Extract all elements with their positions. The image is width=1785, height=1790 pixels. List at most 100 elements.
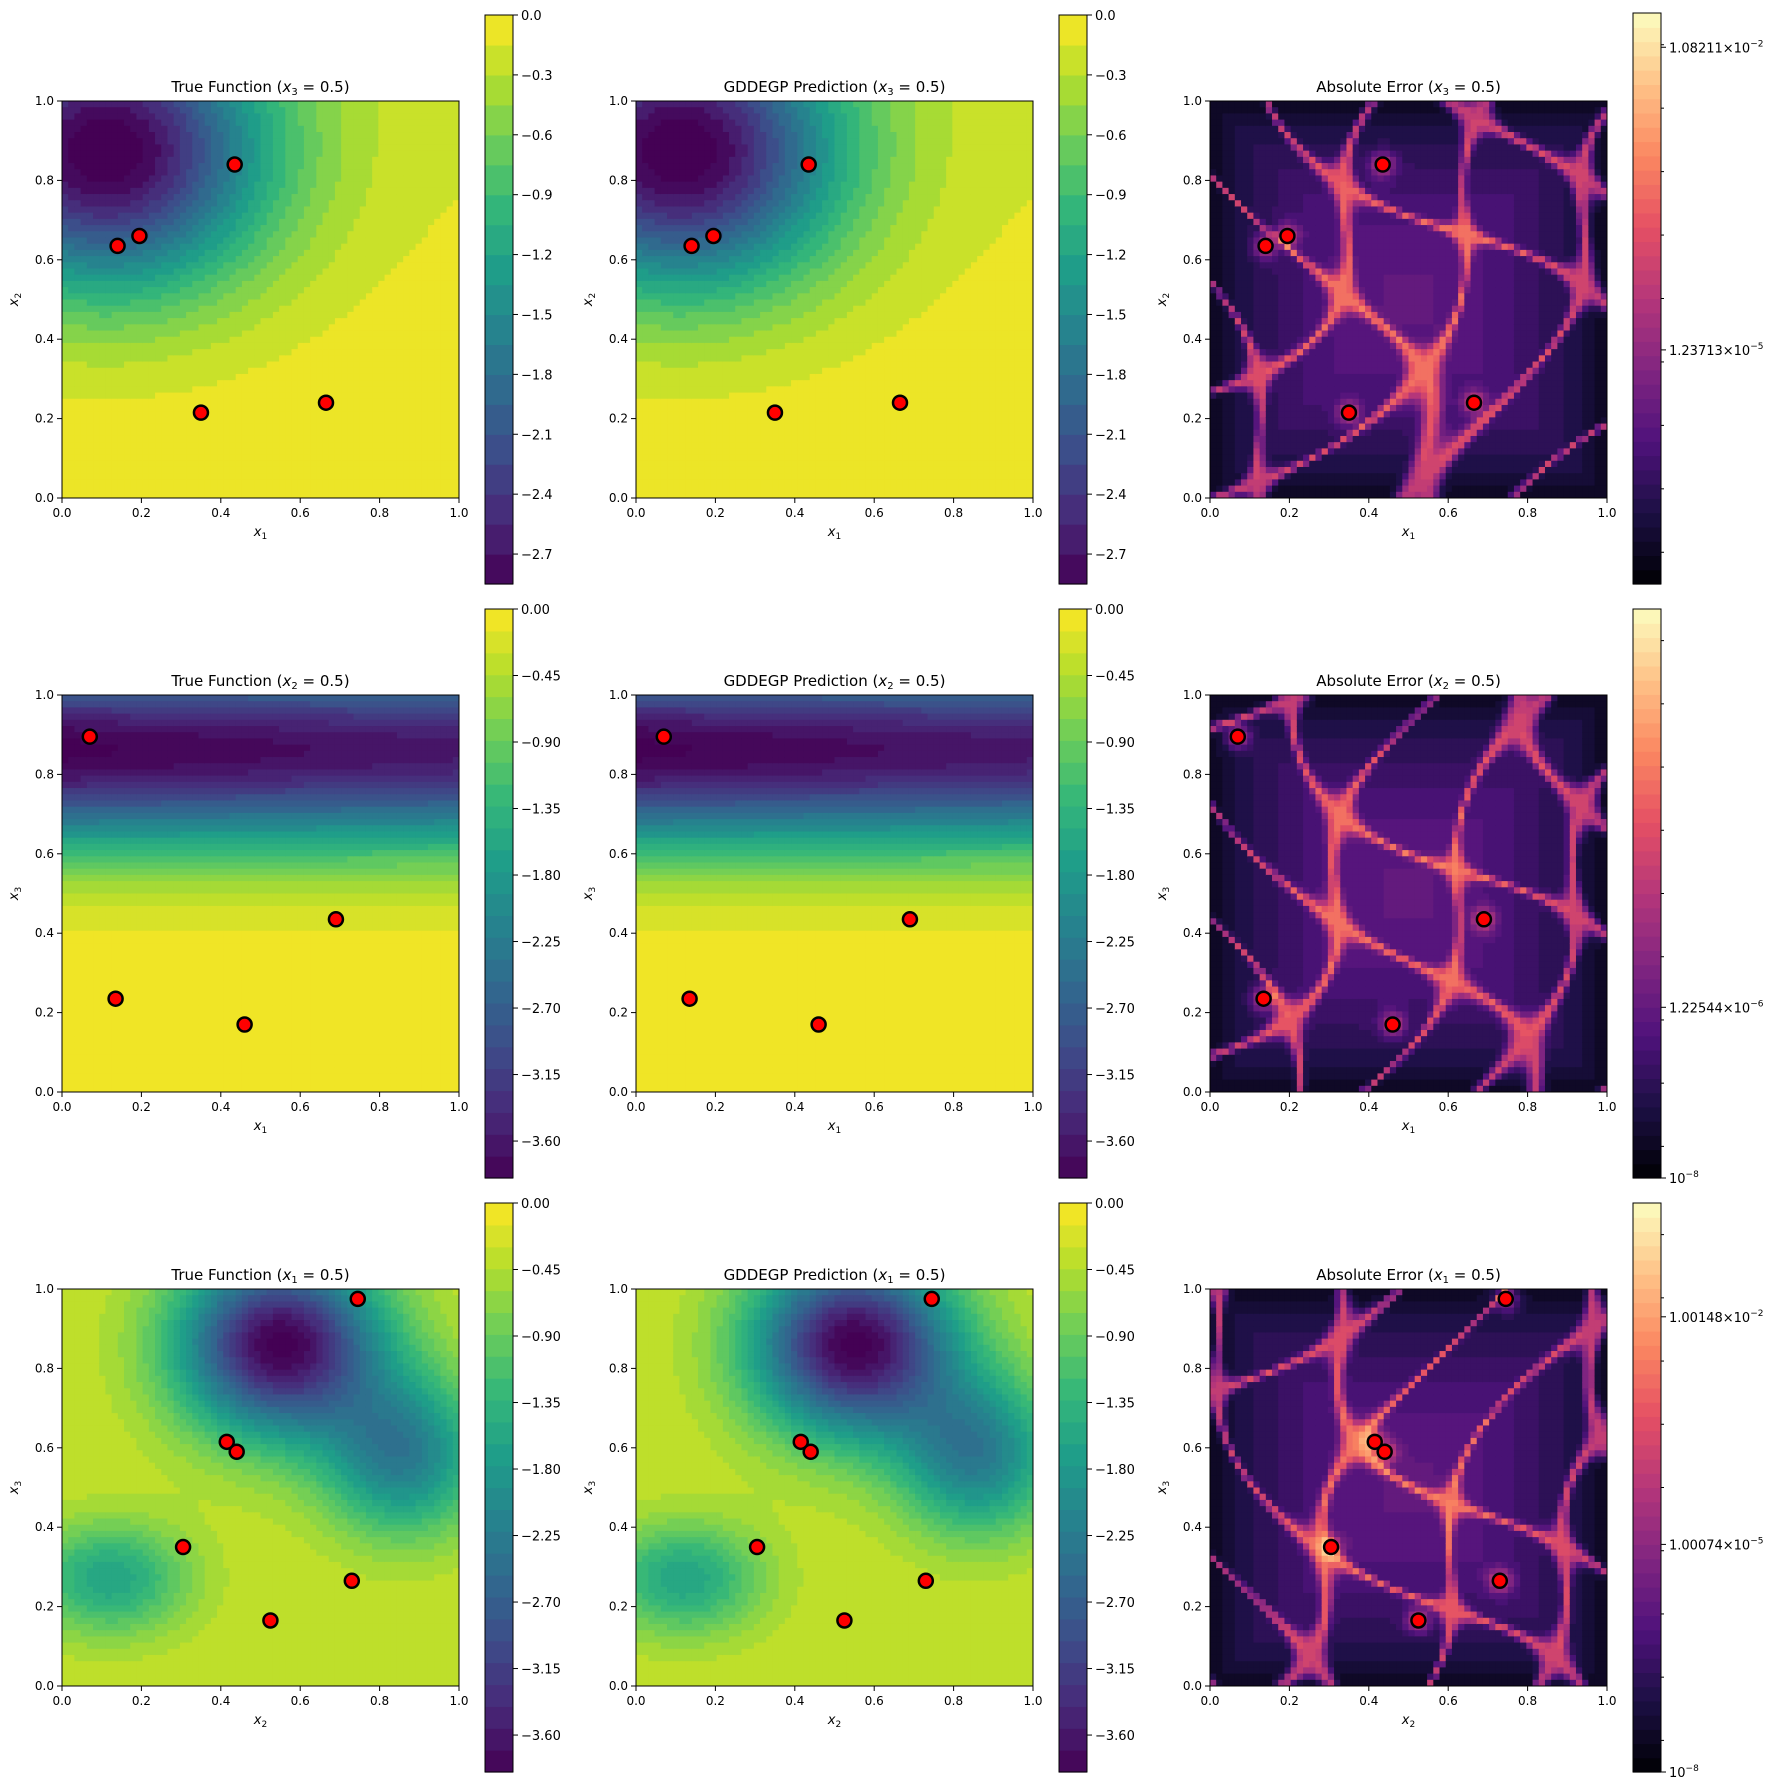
x-tick-label: 0.0 (52, 506, 71, 520)
sample-point (107, 990, 124, 1007)
x-tick-label: 0.2 (706, 1694, 725, 1708)
sample-point (766, 404, 784, 421)
colorbar-tick-label: −2.25 (1095, 1530, 1135, 1545)
y-tick-label: 0.2 (609, 1006, 628, 1020)
colorbar-tick-label: 0.00 (521, 1197, 550, 1212)
y-tick-label: 0.6 (609, 253, 628, 267)
sample-point (317, 394, 335, 411)
colorbar-tick-label: 1.22544×10−6 (1669, 999, 1764, 1016)
y-tick-label: 0.0 (35, 491, 54, 505)
colorbar-tick-label: −0.90 (521, 736, 561, 751)
sample-point (218, 1433, 236, 1451)
sample-point (1497, 1290, 1515, 1308)
colorbar-tick-label: −2.70 (1095, 1596, 1135, 1611)
x-tick-label: 1.0 (449, 1694, 468, 1708)
x-tick-label: 1.0 (1023, 1100, 1042, 1114)
y-tick-label: 0.6 (1183, 1441, 1202, 1455)
y-tick-label: 0.0 (609, 491, 628, 505)
colorbar-tick-label: −1.80 (521, 1463, 561, 1478)
x-tick-label: 0.4 (1359, 1694, 1378, 1708)
x-tick-label: 0.4 (1359, 506, 1378, 520)
colorbar-tick-label: −1.35 (1095, 1397, 1135, 1412)
x-tick-label: 0.6 (1439, 1694, 1458, 1708)
x-axis-label: x2 (253, 1713, 267, 1730)
y-tick-label: 0.0 (609, 1679, 628, 1693)
colorbar-tick-label: −1.8 (1095, 368, 1127, 383)
y-tick-label: 0.4 (1183, 926, 1202, 940)
subplot-title: Absolute Error (x3 = 0.5) (1316, 78, 1501, 98)
y-tick-label: 1.0 (35, 94, 54, 108)
sample-point (655, 728, 673, 745)
colorbar-tick-label: −0.45 (1095, 670, 1135, 685)
y-axis-label: x3 (581, 887, 598, 901)
colorbar-tick-label: −2.25 (521, 936, 561, 951)
colorbar-tick-label: −2.7 (521, 548, 553, 563)
contour-fill (1210, 695, 1607, 1092)
colorbar-tick-label: −3.60 (1095, 1729, 1135, 1744)
y-tick-label: 0.0 (1183, 1085, 1202, 1099)
sample-point (1374, 156, 1391, 173)
y-tick-label: 0.4 (609, 332, 628, 346)
x-tick-label: 0.0 (626, 1694, 645, 1708)
x-tick-label: 0.8 (1518, 1100, 1537, 1114)
contour-fill (1210, 1289, 1607, 1686)
x-tick-label: 1.0 (1597, 1100, 1616, 1114)
x-tick-label: 0.8 (370, 1694, 389, 1708)
sample-point (810, 1016, 827, 1033)
x-tick-label: 0.4 (1359, 1100, 1378, 1114)
sample-point (891, 394, 909, 411)
x-tick-label: 0.0 (1200, 506, 1219, 520)
x-tick-label: 0.8 (944, 1694, 963, 1708)
x-tick-label: 1.0 (1023, 506, 1042, 520)
x-axis-label: x1 (253, 1119, 267, 1136)
x-tick-label: 0.4 (211, 1694, 230, 1708)
y-tick-label: 0.6 (35, 253, 54, 267)
subplot-title: GDDEGP Prediction (x2 = 0.5) (724, 672, 946, 692)
colorbar-tick-label: −2.70 (1095, 1002, 1135, 1017)
x-tick-label: 0.2 (706, 1100, 725, 1114)
x-tick-label: 0.4 (785, 506, 804, 520)
sample-point (1279, 227, 1296, 245)
axes-frame (635, 100, 1034, 499)
colorbar: 1.22544×10−6 10−8 (1632, 608, 1764, 1187)
colorbar-tick-label: −2.7 (1095, 548, 1127, 563)
colorbar-tick-label: −1.35 (521, 803, 561, 818)
sample-point (1340, 404, 1358, 421)
x-tick-label: 0.8 (1518, 506, 1537, 520)
colorbar-tick-label: −2.25 (1095, 936, 1135, 951)
colorbar: 0.0 −0.3 −0.6 −0.9 −1.2 −1.5 −1.8 −2.1 −2.4 −2.7 (484, 9, 553, 585)
y-tick-label: 0.2 (35, 412, 54, 426)
colorbar-tick-label: −3.60 (521, 1135, 561, 1150)
x-tick-label: 0.6 (865, 506, 884, 520)
colorbar-tick-label: −1.80 (521, 869, 561, 884)
sample-point (131, 227, 148, 245)
sample-point (1376, 1443, 1393, 1461)
x-tick-label: 0.6 (291, 1694, 310, 1708)
subplot-title: True Function (x1 = 0.5) (170, 1266, 349, 1286)
colorbar-tick-label: 0.00 (1095, 603, 1124, 618)
axes-frame (61, 1288, 460, 1687)
sample-point (236, 1016, 253, 1033)
sample-point (681, 990, 698, 1007)
y-tick-label: 1.0 (1183, 94, 1202, 108)
x-tick-label: 0.0 (626, 1100, 645, 1114)
sample-point (1366, 1433, 1384, 1451)
colorbar-tick-label: −0.90 (1095, 736, 1135, 751)
x-tick-label: 0.2 (132, 1694, 151, 1708)
x-tick-label: 0.0 (52, 1100, 71, 1114)
colorbar-tick-label: 1.08211×10−2 (1669, 39, 1763, 56)
x-tick-label: 1.0 (1597, 1694, 1616, 1708)
colorbar-tick-label: −1.5 (521, 308, 553, 323)
colorbar: 1.08211×10−2 1.23713×10−5 (1632, 12, 1763, 585)
y-tick-label: 0.2 (35, 1600, 54, 1614)
colorbar-tick-label: −2.25 (521, 1530, 561, 1545)
y-tick-label: 0.4 (35, 926, 54, 940)
colorbar: 1.00148×10−2 1.00074×10−5 10−8 (1632, 1202, 1763, 1781)
subplot-title: True Function (x2 = 0.5) (170, 672, 349, 692)
colorbar-tick-label: −2.1 (521, 428, 553, 443)
subplot-3-1: 0.0 0.2 0.4 0.6 0.8 1.0 0.0 0.2 0.4 0.6 0.8 1.0 x2 x3… (7, 1197, 561, 1773)
colorbar-tick-label: 0.00 (521, 603, 550, 618)
contour-fill (636, 101, 1033, 498)
colorbar-tick-label: −2.4 (521, 488, 553, 503)
